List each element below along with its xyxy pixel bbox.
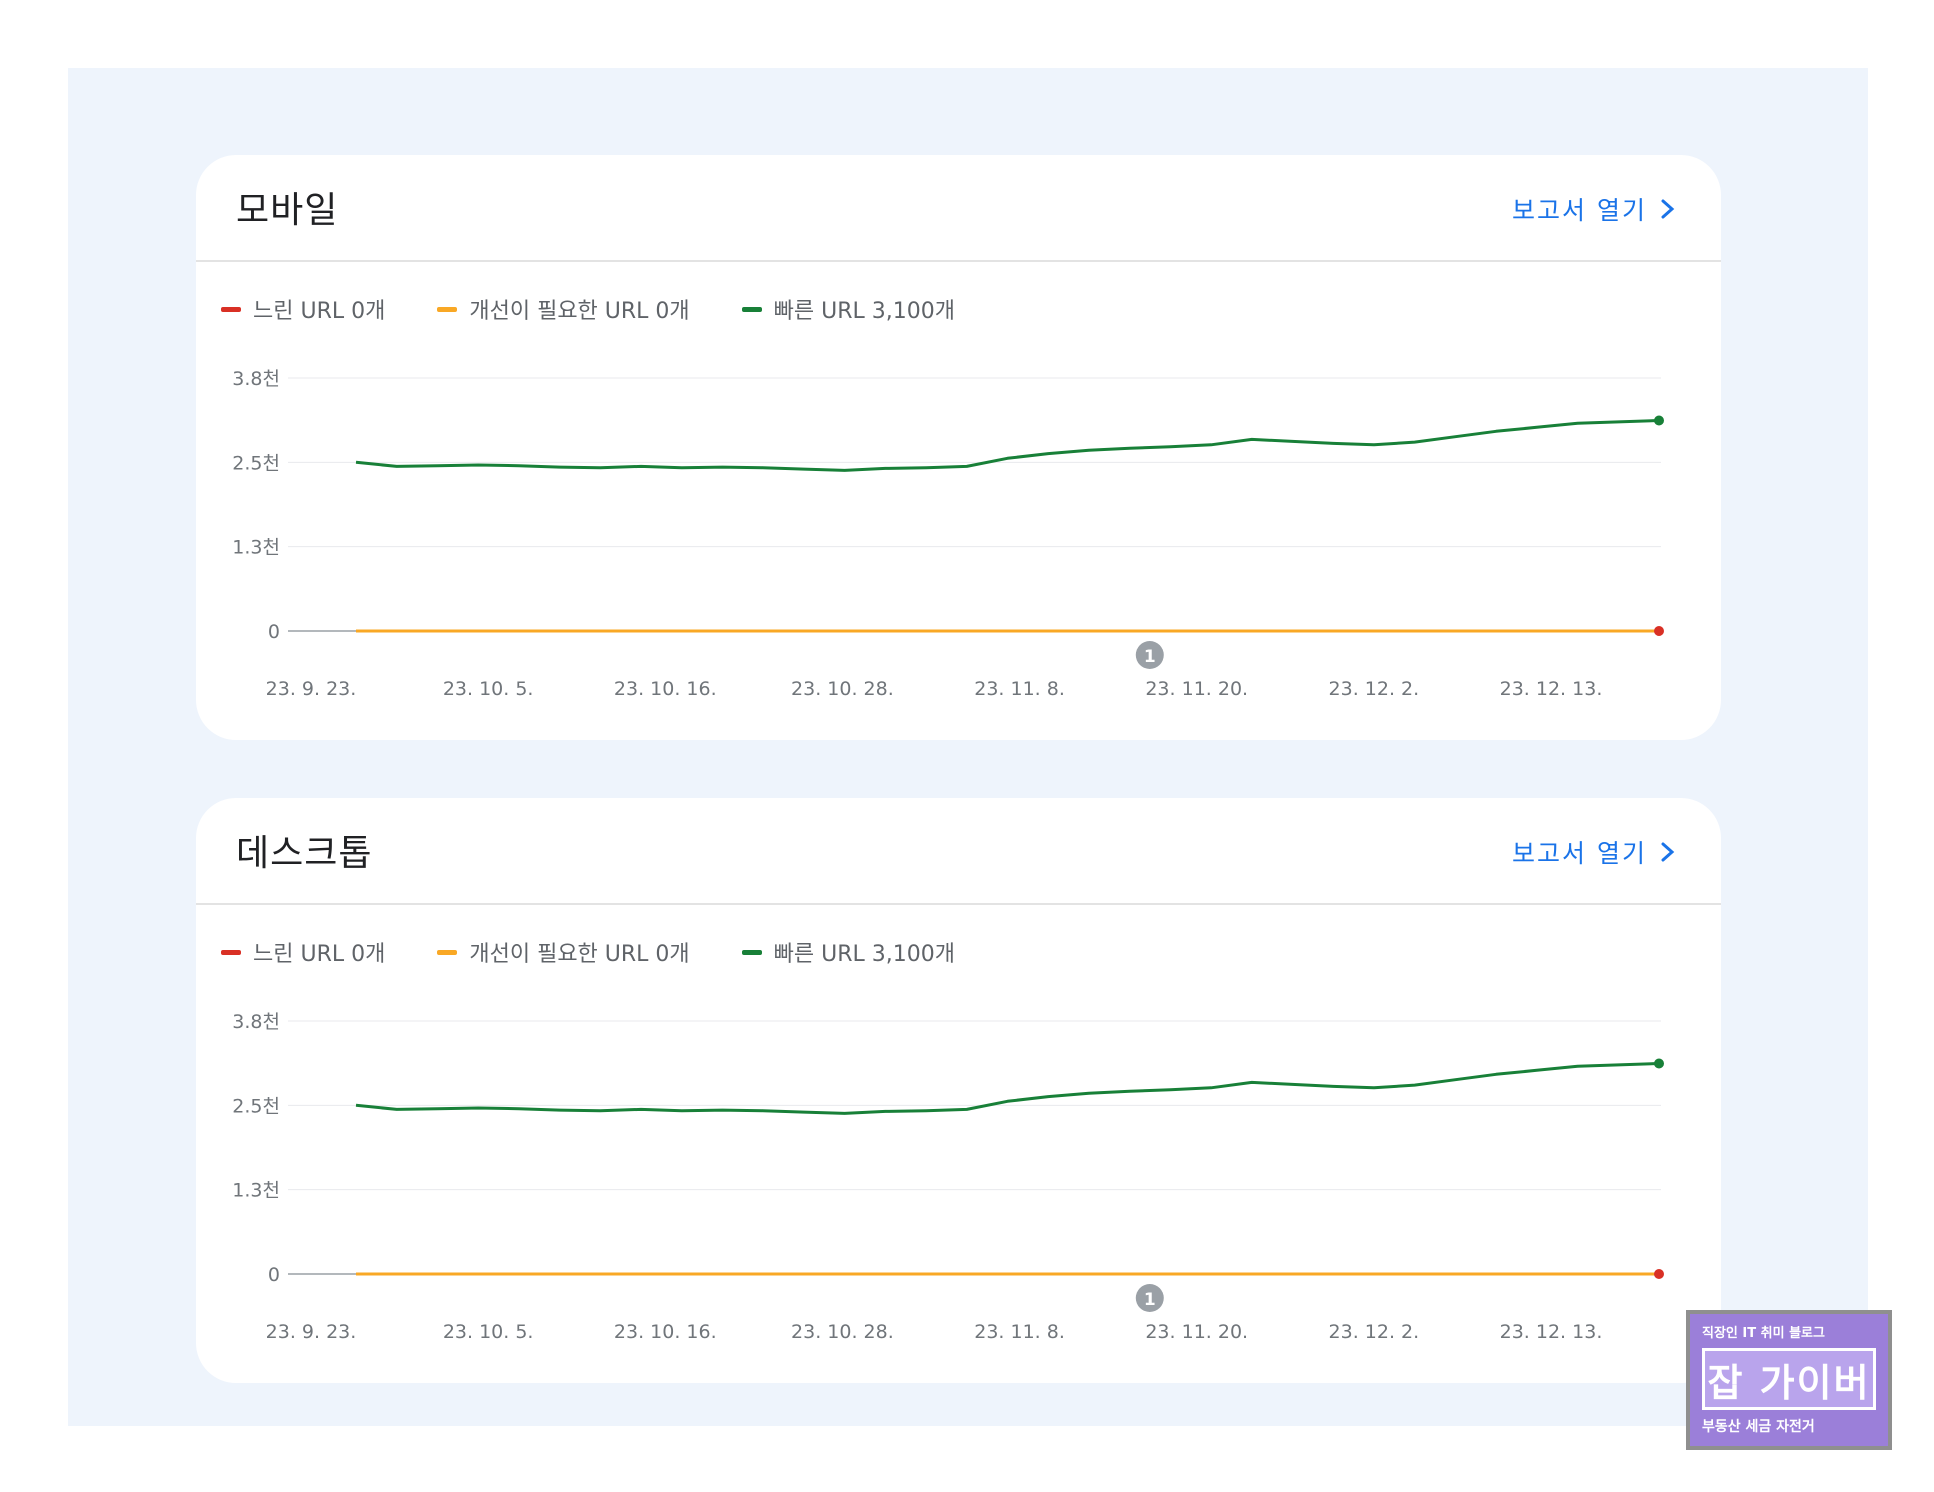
- card-divider: [196, 260, 1721, 262]
- badge-box: 잡 가이버: [1702, 1348, 1876, 1410]
- x-tick-label: 23. 11. 8.: [974, 678, 1065, 700]
- chevron-right-icon: [1661, 199, 1675, 219]
- chart-legend: 느린 URL 0개 개선이 필요한 URL 0개 빠른 URL 3,100개: [221, 293, 1007, 325]
- x-tick-label: 23. 10. 28.: [791, 1321, 894, 1343]
- legend-label-fast: 빠른 URL 3,100개: [773, 942, 956, 967]
- series-end-point: [1654, 1058, 1664, 1069]
- legend-item-needs-improvement[interactable]: 개선이 필요한 URL 0개: [437, 293, 690, 325]
- open-report-label: 보고서 열기: [1512, 839, 1647, 868]
- y-tick-label: 0: [268, 621, 280, 643]
- x-tick-label: 23. 11. 20.: [1145, 678, 1248, 700]
- legend-swatch-fast: [741, 306, 762, 312]
- legend-label-slow: 느린 URL 0개: [253, 942, 386, 967]
- legend-swatch-slow: [221, 306, 241, 312]
- x-tick-label: 23. 11. 20.: [1145, 1321, 1248, 1343]
- y-tick-label: 3.8천: [232, 1011, 280, 1033]
- chart-legend: 느린 URL 0개 개선이 필요한 URL 0개 빠른 URL 3,100개: [221, 936, 1007, 968]
- x-tick-label: 23. 11. 8.: [974, 1321, 1065, 1343]
- series-end-point: [1654, 626, 1664, 636]
- badge-main-text: 잡 가이버: [1707, 1360, 1871, 1405]
- card-divider: [196, 903, 1721, 905]
- x-tick-label: 23. 10. 16.: [614, 678, 717, 700]
- open-report-label: 보고서 열기: [1512, 196, 1647, 225]
- badge-bottom-text: 부동산 세금 자전거: [1702, 1419, 1815, 1435]
- legend-item-slow[interactable]: 느린 URL 0개: [221, 293, 385, 325]
- legend-label-slow: 느린 URL 0개: [253, 299, 386, 324]
- legend-swatch-needs-improvement: [437, 949, 458, 955]
- legend-item-fast[interactable]: 빠른 URL 3,100개: [741, 936, 956, 968]
- chevron-right-icon: [1661, 842, 1675, 862]
- x-tick-label: 23. 9. 23.: [266, 1321, 357, 1343]
- open-report-link[interactable]: 보고서 열기: [1512, 834, 1677, 870]
- legend-swatch-slow: [221, 949, 241, 955]
- y-tick-label: 2.5천: [232, 452, 280, 474]
- x-tick-label: 23. 10. 5.: [443, 1321, 534, 1343]
- y-tick-label: 1.3천: [232, 1180, 280, 1202]
- mobile-card: 모바일 보고서 열기 느린 URL 0개 개선이 필요한 URL 0개 빠른 U…: [196, 155, 1721, 740]
- legend-swatch-needs-improvement: [437, 306, 458, 312]
- card-title: 모바일: [236, 190, 339, 231]
- x-tick-label: 23. 10. 28.: [791, 678, 894, 700]
- x-tick-label: 23. 12. 13.: [1500, 678, 1603, 700]
- series-line: [355, 419, 1660, 472]
- x-tick-label: 23. 10. 5.: [443, 678, 534, 700]
- series-line: [355, 1062, 1660, 1115]
- blog-logo-badge: 직장인 IT 취미 블로그 잡 가이버 부동산 세금 자전거: [1686, 1310, 1892, 1450]
- legend-item-needs-improvement[interactable]: 개선이 필요한 URL 0개: [437, 936, 690, 968]
- legend-item-slow[interactable]: 느린 URL 0개: [221, 936, 385, 968]
- series-end-point: [1654, 415, 1664, 426]
- series-end-point: [1654, 1269, 1664, 1279]
- legend-label-needs-improvement: 개선이 필요한 URL 0개: [469, 942, 690, 967]
- card-title: 데스크톱: [236, 833, 373, 874]
- y-tick-label: 1.3천: [232, 537, 280, 559]
- x-tick-label: 23. 12. 13.: [1500, 1321, 1603, 1343]
- y-tick-label: 2.5천: [232, 1095, 280, 1117]
- legend-item-fast[interactable]: 빠른 URL 3,100개: [741, 293, 956, 325]
- legend-swatch-fast: [741, 949, 762, 955]
- annotation-label: 1: [1144, 1290, 1156, 1310]
- y-tick-label: 3.8천: [232, 368, 280, 390]
- annotation-label: 1: [1144, 647, 1156, 667]
- desktop-card: 데스크톱 보고서 열기 느린 URL 0개 개선이 필요한 URL 0개 빠른 …: [196, 798, 1721, 1383]
- legend-label-fast: 빠른 URL 3,100개: [773, 299, 956, 324]
- desktop-chart: 0 1.3천 2.5천 3.8천 23. 9. 23. 23. 10. 5. 23. 10.…: [232, 1011, 1664, 1343]
- y-tick-label: 0: [268, 1264, 280, 1286]
- x-tick-label: 23. 12. 2.: [1329, 678, 1420, 700]
- x-tick-label: 23. 9. 23.: [266, 678, 357, 700]
- x-tick-label: 23. 12. 2.: [1329, 1321, 1420, 1343]
- legend-label-needs-improvement: 개선이 필요한 URL 0개: [469, 299, 690, 324]
- annotation-marker: [1135, 641, 1164, 669]
- mobile-chart: 0 1.3천 2.5천 3.8천 23. 9. 23. 23. 10. 5. 23. 10.…: [232, 368, 1664, 700]
- x-tick-label: 23. 10. 16.: [614, 1321, 717, 1343]
- annotation-marker: [1135, 1284, 1164, 1312]
- badge-top-text: 직장인 IT 취미 블로그: [1702, 1326, 1825, 1341]
- open-report-link[interactable]: 보고서 열기: [1512, 191, 1677, 227]
